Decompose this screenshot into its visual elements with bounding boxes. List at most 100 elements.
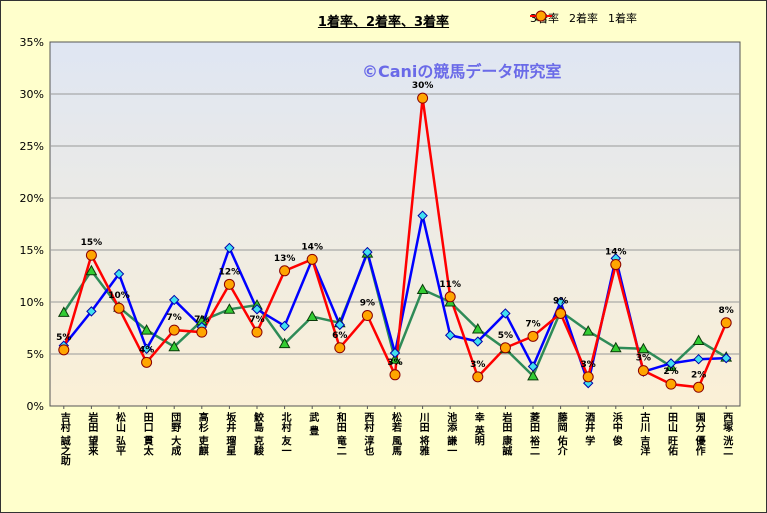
x-tick-label: 田山 旺佑 xyxy=(666,412,679,456)
x-tick-label: 西村 淳也 xyxy=(362,412,374,456)
legend-label: 2着率 xyxy=(569,12,598,25)
data-point xyxy=(140,324,153,335)
data-point xyxy=(362,246,373,258)
data-point xyxy=(306,253,318,265)
y-tick-label: 5% xyxy=(27,348,44,361)
data-point xyxy=(224,242,235,254)
data-label: 13% xyxy=(274,254,296,264)
data-label: 5% xyxy=(56,333,71,343)
data-point xyxy=(168,340,181,352)
data-label: 4% xyxy=(139,345,154,355)
x-tick-label: 西塚 洸二 xyxy=(721,412,733,456)
x-tick-label: 坂井 瑠星 xyxy=(224,411,236,456)
y-tick-label: 15% xyxy=(20,244,44,257)
data-label: 7% xyxy=(249,315,264,325)
data-point xyxy=(720,352,732,364)
x-tick-label: 川田 将雅 xyxy=(417,412,430,456)
data-point xyxy=(499,342,511,354)
x-tick-label: 岩田 康誠 xyxy=(500,411,513,456)
data-point xyxy=(389,347,401,359)
data-point xyxy=(527,330,539,342)
data-point xyxy=(389,369,401,381)
data-point xyxy=(279,265,291,277)
data-label: 2% xyxy=(663,367,678,377)
x-tick-label: 松若 風馬 xyxy=(390,411,403,456)
data-point xyxy=(472,336,484,347)
data-point xyxy=(306,310,319,322)
x-tick-label: 幸 英明 xyxy=(472,411,485,446)
data-label: 11% xyxy=(439,280,461,290)
data-point xyxy=(278,337,291,349)
data-point xyxy=(334,319,346,331)
data-label: 7% xyxy=(167,313,182,323)
data-point xyxy=(665,378,677,390)
legend-item: 2着率 xyxy=(530,10,598,26)
data-point xyxy=(500,308,511,319)
data-point xyxy=(472,371,484,383)
x-tick-label: 岩田 望来 xyxy=(86,411,99,456)
data-point xyxy=(113,302,125,314)
x-tick-label: 池添 謙一 xyxy=(445,411,457,456)
data-point xyxy=(637,365,649,377)
legend-item: 1着率 xyxy=(530,10,637,26)
data-point xyxy=(85,249,97,261)
x-tick-label: 浜中 俊 xyxy=(610,411,622,446)
data-label: 3% xyxy=(636,354,651,364)
data-point xyxy=(251,304,263,315)
data-point xyxy=(279,320,290,332)
x-tick-label: 酒井 学 xyxy=(583,411,595,446)
data-point xyxy=(85,264,98,276)
legend-label: 1着率 xyxy=(608,12,637,25)
data-point xyxy=(535,10,547,22)
y-tick-label: 25% xyxy=(20,140,44,153)
x-tick-label: 藤岡 佑介 xyxy=(555,411,568,456)
data-label: 6% xyxy=(332,331,347,341)
legend-swatch xyxy=(530,10,552,22)
data-point xyxy=(417,210,428,221)
x-tick-label: 国分 優作 xyxy=(693,412,706,456)
chart-title: 1着率、2着率、3着率 xyxy=(317,15,450,30)
x-tick-label: 和田 竜二 xyxy=(334,411,347,456)
y-tick-label: 20% xyxy=(20,192,44,205)
data-label: 15% xyxy=(81,238,103,248)
data-point xyxy=(444,330,456,341)
data-point xyxy=(86,306,97,317)
x-tick-label: 吉村 誠之助 xyxy=(58,411,70,466)
data-point xyxy=(196,326,208,338)
data-point xyxy=(692,334,705,345)
data-point xyxy=(223,278,235,290)
x-tick-label: 団野 大成 xyxy=(169,412,181,456)
x-tick-label: 武 豊 xyxy=(307,411,319,436)
data-label: 9% xyxy=(360,299,375,309)
data-point xyxy=(720,317,732,329)
plot-area xyxy=(49,41,741,407)
data-point xyxy=(610,259,622,271)
data-point xyxy=(582,325,595,336)
data-label: 7% xyxy=(525,319,540,329)
data-point xyxy=(168,294,180,306)
data-point xyxy=(555,296,566,308)
data-point xyxy=(58,344,70,356)
data-label: 9% xyxy=(553,296,568,306)
data-label: 12% xyxy=(219,267,241,277)
x-tick-label: 北村 友一 xyxy=(279,411,291,456)
data-point xyxy=(334,342,346,354)
data-label: 2% xyxy=(691,370,706,380)
y-tick-label: 0% xyxy=(27,400,44,413)
data-point xyxy=(609,341,622,353)
x-tick-label: 鮫島 克駿 xyxy=(252,411,264,456)
data-label: 10% xyxy=(108,291,130,301)
data-point xyxy=(223,303,236,314)
data-point xyxy=(417,92,429,104)
data-point xyxy=(416,283,429,295)
data-point xyxy=(168,324,180,336)
y-tick-label: 35% xyxy=(20,36,44,49)
x-tick-label: 高杉 吏麒 xyxy=(196,411,208,456)
data-point xyxy=(141,343,152,355)
data-point xyxy=(555,307,567,319)
y-tick-label: 10% xyxy=(20,296,44,309)
data-point xyxy=(527,361,539,372)
data-point xyxy=(471,323,484,334)
data-label: 7% xyxy=(194,315,209,325)
